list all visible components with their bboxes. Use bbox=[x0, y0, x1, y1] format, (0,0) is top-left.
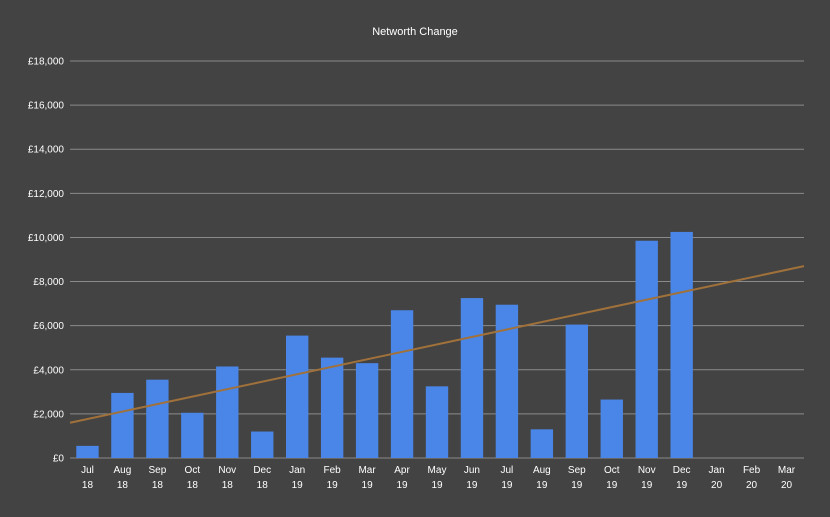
trendline bbox=[69, 265, 805, 424]
x-tick-label: Apr 19 bbox=[394, 465, 410, 491]
y-tick-label: £4,000 bbox=[33, 365, 64, 376]
x-tick-label: Jun 19 bbox=[464, 465, 480, 491]
bar bbox=[495, 304, 519, 458]
y-tick-label: £14,000 bbox=[28, 145, 65, 156]
bar bbox=[76, 445, 99, 458]
x-tick-label: Sep 19 bbox=[568, 465, 586, 491]
bar bbox=[425, 386, 449, 458]
x-tick-label: Jan 19 bbox=[289, 465, 305, 491]
bar bbox=[286, 335, 309, 458]
bar bbox=[600, 399, 623, 458]
bar bbox=[565, 324, 588, 458]
trendline-line bbox=[69, 265, 805, 424]
x-tick-label: Feb 20 bbox=[743, 465, 761, 491]
y-tick-label: £16,000 bbox=[28, 101, 65, 112]
x-tick-label: Dec 18 bbox=[253, 465, 271, 491]
y-tick-label: £0 bbox=[53, 454, 65, 465]
y-tick-label: £10,000 bbox=[28, 233, 65, 244]
y-tick-label: £12,000 bbox=[28, 189, 65, 200]
bar bbox=[390, 310, 414, 458]
x-tick-label: Mar 20 bbox=[778, 465, 796, 491]
bar bbox=[251, 431, 274, 458]
bar bbox=[670, 231, 693, 458]
x-tick-label: Sep 18 bbox=[148, 465, 166, 491]
y-tick-label: £2,000 bbox=[33, 409, 64, 420]
bars bbox=[76, 231, 693, 458]
bar bbox=[216, 366, 239, 458]
bar bbox=[635, 240, 658, 458]
x-tick-label: Jan 20 bbox=[709, 465, 725, 491]
x-tick-label: Aug 19 bbox=[533, 465, 551, 491]
y-tick-label: £18,000 bbox=[28, 57, 65, 68]
x-tick-label: Aug 18 bbox=[114, 465, 132, 491]
x-tick-label: Oct 18 bbox=[185, 465, 201, 491]
x-axis-tick-labels: Jul 18 Aug 18 Sep 18 Oct 18 Nov 18 Dec 18 Jan 19 Feb 19… bbox=[81, 465, 796, 491]
bar bbox=[111, 392, 134, 458]
x-tick-label: Nov 18 bbox=[218, 465, 236, 491]
x-tick-label: Jul 18 bbox=[81, 465, 94, 491]
bar bbox=[320, 357, 344, 458]
bar bbox=[460, 298, 484, 458]
x-tick-label: Dec 19 bbox=[673, 465, 691, 491]
y-axis-tick-labels: £0 £2,000 £4,000 £6,000 £8,000 £10,000 £12,000… bbox=[28, 57, 65, 465]
y-tick-label: £8,000 bbox=[33, 277, 64, 288]
x-tick-label: Mar 19 bbox=[358, 465, 376, 491]
x-tick-label: Jul 19 bbox=[501, 465, 514, 491]
x-tick-label: Feb 19 bbox=[324, 465, 342, 491]
x-tick-label: Oct 19 bbox=[604, 465, 620, 491]
bar bbox=[181, 412, 204, 458]
chart-title: Networth Change bbox=[372, 26, 458, 38]
y-tick-label: £6,000 bbox=[33, 321, 64, 332]
bar bbox=[355, 363, 379, 458]
x-tick-label: Nov 19 bbox=[638, 465, 656, 491]
x-tick-label: May 19 bbox=[428, 465, 447, 491]
bar bbox=[530, 429, 554, 458]
bar bbox=[146, 379, 169, 458]
